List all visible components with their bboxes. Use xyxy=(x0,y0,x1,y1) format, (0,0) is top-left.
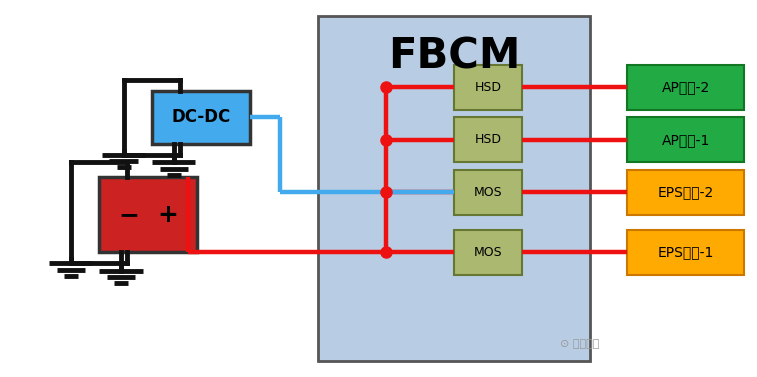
FancyBboxPatch shape xyxy=(628,230,744,274)
Text: DC-DC: DC-DC xyxy=(172,109,231,126)
Text: HSD: HSD xyxy=(475,133,501,146)
Text: FBCM: FBCM xyxy=(388,35,520,77)
FancyBboxPatch shape xyxy=(152,91,251,144)
Text: MOS: MOS xyxy=(474,186,502,199)
FancyBboxPatch shape xyxy=(454,230,522,274)
Text: +: + xyxy=(157,203,179,227)
FancyBboxPatch shape xyxy=(454,117,522,162)
Text: ⊙ 九章智驾: ⊙ 九章智驾 xyxy=(559,339,599,349)
FancyBboxPatch shape xyxy=(628,117,744,162)
Text: AP供电-1: AP供电-1 xyxy=(662,133,710,147)
FancyBboxPatch shape xyxy=(628,65,744,110)
FancyBboxPatch shape xyxy=(318,16,590,361)
Text: EPS供电-2: EPS供电-2 xyxy=(658,185,714,199)
FancyBboxPatch shape xyxy=(454,65,522,110)
Text: −: − xyxy=(118,203,139,227)
Text: MOS: MOS xyxy=(474,246,502,259)
FancyBboxPatch shape xyxy=(628,170,744,215)
FancyBboxPatch shape xyxy=(99,177,198,252)
FancyBboxPatch shape xyxy=(454,170,522,215)
Text: EPS供电-1: EPS供电-1 xyxy=(658,245,714,259)
Text: HSD: HSD xyxy=(475,81,501,94)
Text: AP供电-2: AP供电-2 xyxy=(662,80,710,95)
